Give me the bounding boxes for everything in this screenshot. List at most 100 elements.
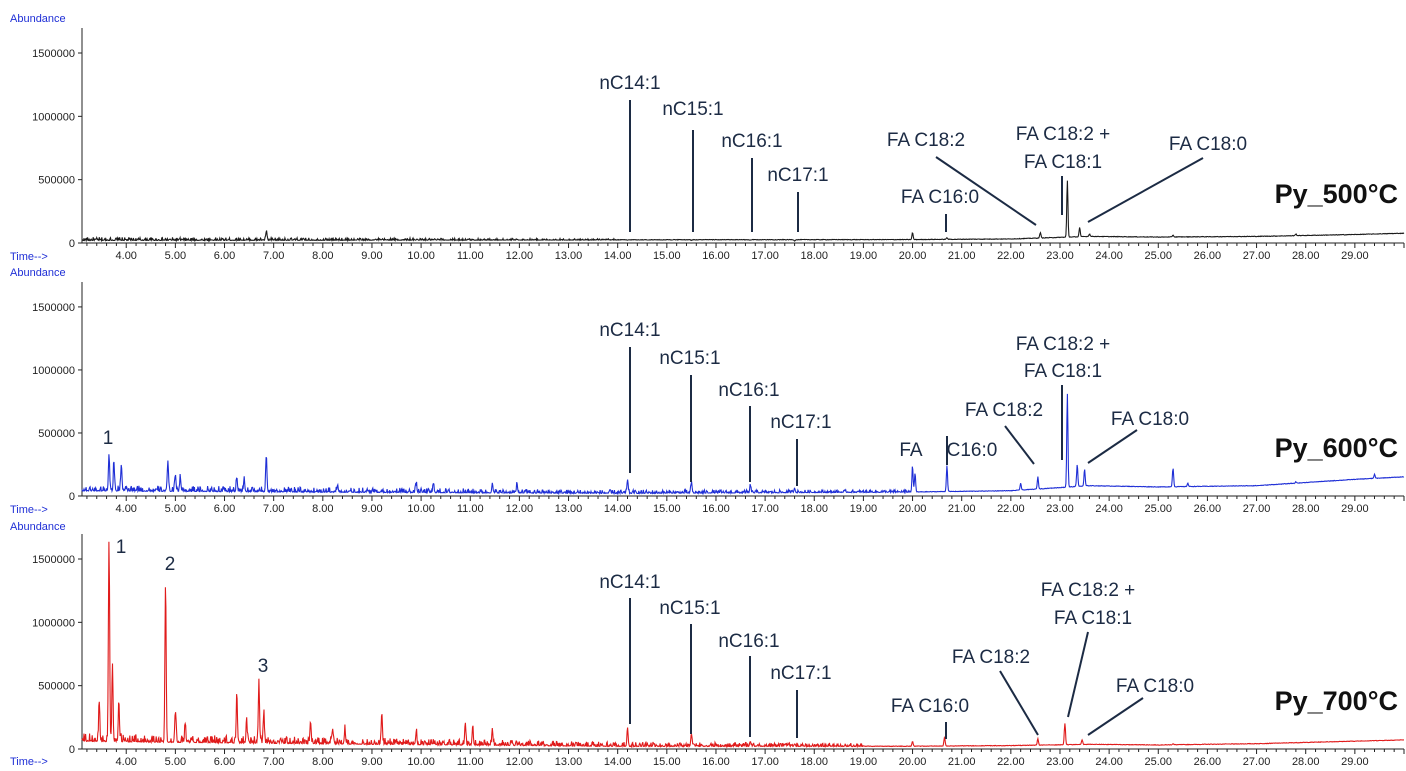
x-tick-label: 10.00 [407, 756, 435, 768]
peak-annotation: FA C18:1 [1024, 361, 1102, 382]
x-tick-label: 20.00 [899, 756, 927, 768]
x-tick-label: 15.00 [653, 503, 681, 515]
x-tick-label: 13.00 [555, 250, 583, 262]
x-tick-label: 17.00 [751, 756, 779, 768]
x-tick-label: 27.00 [1243, 503, 1271, 515]
peak-annotation: nC14:1 [599, 320, 660, 341]
peak-annotation: nC15:1 [662, 99, 723, 120]
x-tick-label: 7.00 [263, 756, 284, 768]
x-tick-label: 22.00 [997, 756, 1025, 768]
annotation-leader [1087, 429, 1138, 464]
peak-annotation: 1 [103, 428, 114, 449]
x-tick-label: 4.00 [116, 756, 137, 768]
x-tick-label: 16.00 [702, 756, 730, 768]
peak-annotation: FA C18:2 [952, 647, 1030, 668]
x-tick-label: 23.00 [1046, 756, 1074, 768]
peak-annotation: nC17:1 [770, 663, 831, 684]
x-tick-label: 29.00 [1341, 503, 1369, 515]
y-tick-label: 1500000 [32, 48, 75, 60]
peak-annotation: nC16:1 [718, 631, 779, 652]
x-tick-label: 29.00 [1341, 756, 1369, 768]
x-tick-label: 5.00 [165, 756, 186, 768]
x-tick-label: 24.00 [1095, 250, 1123, 262]
peak-annotation: 3 [258, 656, 269, 677]
x-tick-label: 14.00 [604, 503, 632, 515]
time-label: Time--> [10, 504, 48, 516]
x-tick-label: 11.00 [457, 756, 484, 768]
peak-annotation: FA C16:0 [891, 696, 969, 717]
x-tick-label: 5.00 [165, 250, 186, 262]
peak-annotation: FA C18:2 + [1016, 124, 1111, 145]
annotation-leader [935, 156, 1037, 226]
x-tick-label: 15.00 [653, 756, 681, 768]
x-tick-label: 11.00 [457, 250, 484, 262]
peak-annotation: FA C18:2 + [1016, 334, 1111, 355]
x-tick-label: 8.00 [312, 756, 333, 768]
chromatogram-trace [81, 393, 1405, 496]
y-tick-label: 500000 [38, 175, 75, 187]
x-tick-label: 28.00 [1292, 503, 1320, 515]
x-tick-label: 25.00 [1145, 756, 1173, 768]
peak-annotation: FA C18:2 [887, 130, 965, 151]
x-tick-label: 14.00 [604, 250, 632, 262]
peak-annotation: nC14:1 [599, 73, 660, 94]
x-tick-label: 18.00 [800, 756, 828, 768]
x-tick-label: 7.00 [263, 503, 284, 515]
x-tick-label: 11.00 [457, 503, 484, 515]
chromatogram-panel-3: Abundance Time--> 0 500000 1000000 1500000 4.0… [10, 521, 1405, 768]
x-tick-label: 23.00 [1046, 250, 1074, 262]
x-tick-label: 9.00 [361, 250, 382, 262]
x-tick-label: 4.00 [116, 250, 137, 262]
x-tick-label: 4.00 [116, 503, 137, 515]
panel-title: Py_600°C [1275, 433, 1398, 463]
x-tick-label: 8.00 [312, 250, 333, 262]
x-tick-label: 21.00 [948, 503, 976, 515]
x-tick-label: 9.00 [361, 503, 382, 515]
y-tick-label: 1000000 [32, 617, 75, 629]
y-tick-label: 1000000 [32, 111, 75, 123]
y-tick-label: 1500000 [32, 302, 75, 314]
y-tick-label: 0 [69, 238, 75, 250]
chromatogram-trace [81, 541, 1404, 749]
peak-annotation: 2 [165, 554, 176, 575]
peak-annotation: nC17:1 [767, 165, 828, 186]
x-tick-label: 25.00 [1145, 503, 1173, 515]
x-tick-label: 23.00 [1046, 503, 1074, 515]
x-tick-label: 10.00 [407, 250, 435, 262]
peak-annotation: 1 [116, 537, 127, 558]
annotation-leader [1087, 157, 1204, 223]
chromatogram-panel-2: Abundance Time--> 0 500000 1000000 1500000 4.0… [10, 267, 1405, 516]
peak-annotation: FA C18:0 [1111, 409, 1189, 430]
y-tick-label: 500000 [38, 428, 75, 440]
x-tick-label: 20.00 [899, 503, 927, 515]
x-tick-label: 24.00 [1095, 756, 1123, 768]
x-tick-label: 5.00 [165, 503, 186, 515]
peak-annotation: nC17:1 [770, 412, 831, 433]
x-tick-label: 12.00 [506, 250, 534, 262]
x-tick-label: 15.00 [653, 250, 681, 262]
x-tick-label: 26.00 [1194, 503, 1222, 515]
x-tick-label: 6.00 [214, 503, 235, 515]
x-tick-label: 21.00 [948, 756, 976, 768]
peak-annotation: FA C18:0 [1116, 676, 1194, 697]
x-tick-label: 26.00 [1194, 250, 1222, 262]
peak-annotation: nC16:1 [721, 131, 782, 152]
abundance-label: Abundance [10, 267, 66, 279]
x-tick-label: 24.00 [1095, 503, 1123, 515]
x-tick-label: 6.00 [214, 756, 235, 768]
annotation-leader [1087, 697, 1144, 736]
x-tick-label: 14.00 [604, 756, 632, 768]
x-tick-label: 8.00 [312, 503, 333, 515]
x-tick-label: 17.00 [751, 250, 779, 262]
chromatogram-panel-1: Abundance Time--> 0 500000 1000000 1500000 4.0… [10, 13, 1405, 263]
y-tick-label: 1500000 [32, 554, 75, 566]
y-tick-label: 0 [69, 491, 75, 503]
x-tick-label: 22.00 [997, 250, 1025, 262]
chromatogram-trace [81, 180, 1405, 243]
x-tick-label: 12.00 [506, 503, 534, 515]
peak-annotation: nC14:1 [599, 572, 660, 593]
x-tick-label: 19.00 [850, 756, 878, 768]
x-tick-label: 13.00 [555, 503, 583, 515]
x-tick-label: 27.00 [1243, 756, 1271, 768]
